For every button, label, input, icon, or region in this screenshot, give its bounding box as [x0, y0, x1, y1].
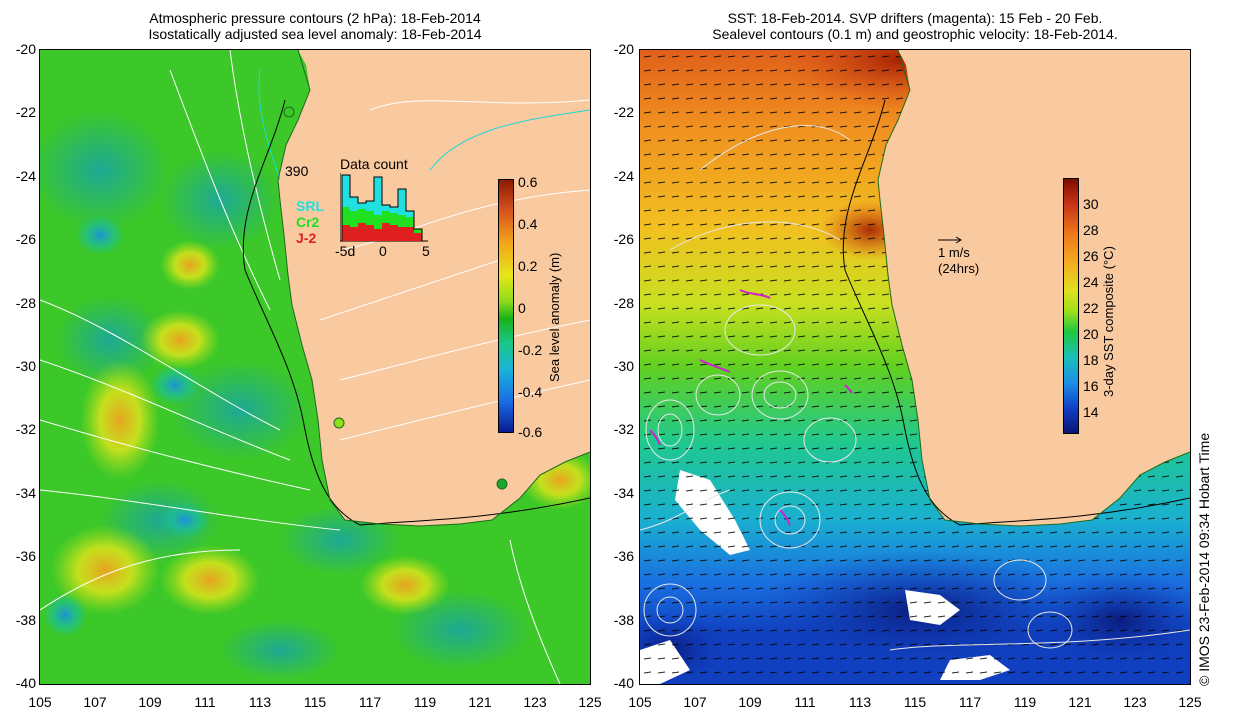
- right-x-tick: 119: [1013, 694, 1037, 710]
- right-y-tick: -38: [613, 612, 634, 628]
- right-cb-tick-14: 14: [1083, 404, 1099, 420]
- velocity-scale-label: 1 m/s: [938, 245, 970, 260]
- left-x-tick: 119: [413, 694, 437, 710]
- right-y-tick: -20: [613, 41, 634, 57]
- inset-max-label: 390: [285, 163, 309, 179]
- right-y-tick: -28: [613, 295, 634, 311]
- right-y-tick: -30: [613, 358, 634, 374]
- sst-colorbar: [1063, 178, 1079, 434]
- right-cb-tick-28: 28: [1083, 222, 1099, 238]
- left-y-tick: -32: [15, 421, 36, 437]
- inset-legend-srl: SRL: [296, 198, 324, 214]
- left-y-tick: -22: [15, 104, 36, 120]
- left-y-tick: -26: [15, 231, 36, 247]
- right-y-tick: -24: [613, 168, 634, 184]
- velocity-scale-sub: (24hrs): [938, 261, 980, 276]
- right-x-tick: 123: [1123, 694, 1147, 710]
- right-cb-tick-22: 22: [1083, 300, 1099, 316]
- right-title-line2: Sealevel contours (0.1 m) and geostrophi…: [712, 26, 1118, 42]
- right-y-tick: -32: [613, 421, 634, 437]
- left-cb-tick-0: 0.6: [518, 174, 538, 190]
- right-x-tick: 113: [848, 694, 872, 710]
- sst-map: 1 m/s (24hrs) 30 28 26 24 22 20 18 16 14: [640, 50, 1190, 684]
- right-x-tick: 105: [628, 694, 652, 710]
- inset-x-label-neg5: -5d: [335, 243, 356, 259]
- left-x-tick: 105: [28, 694, 52, 710]
- left-title-line1: Atmospheric pressure contours (2 hPa): 1…: [149, 10, 481, 26]
- left-cb-tick-1: 0.4: [518, 216, 538, 232]
- right-cb-tick-24: 24: [1083, 274, 1099, 290]
- right-x-tick: 109: [738, 694, 762, 710]
- right-y-tick: -34: [613, 485, 634, 501]
- left-panel-frame: [39, 49, 591, 685]
- sea-level-colorbar: [498, 179, 514, 433]
- left-y-tick: -20: [15, 41, 36, 57]
- right-y-tick: -36: [613, 548, 634, 564]
- right-panel-frame: [639, 49, 1191, 685]
- right-cb-tick-30: 30: [1083, 196, 1099, 212]
- left-y-tick: -24: [15, 168, 36, 184]
- right-cb-tick-26: 26: [1083, 248, 1099, 264]
- inset-x-label-0: 0: [379, 243, 387, 259]
- inset-legend-cr2: Cr2: [296, 214, 320, 230]
- left-y-tick: -36: [15, 548, 36, 564]
- left-cb-tick-4: -0.2: [518, 342, 543, 358]
- right-cb-tick-16: 16: [1083, 378, 1099, 394]
- left-x-tick: 123: [523, 694, 547, 710]
- left-x-tick: 107: [83, 694, 107, 710]
- right-x-tick: 111: [794, 694, 816, 710]
- left-x-tick: 125: [578, 694, 602, 710]
- data-count-histogram: [340, 173, 428, 242]
- sea-level-anomaly-map: 390 Data count -5d 0 5 SRL Cr2 J-2: [40, 50, 590, 684]
- imos-credit: © IMOS 23-Feb-2014 09:34 Hobart Time: [1196, 432, 1212, 686]
- left-cb-tick-3: 0: [518, 300, 526, 316]
- inset-legend-j2: J-2: [296, 230, 317, 246]
- left-cb-tick-6: -0.6: [518, 424, 543, 440]
- right-title-line1: SST: 18-Feb-2014. SVP drifters (magenta)…: [727, 10, 1103, 26]
- left-y-tick: -28: [15, 295, 36, 311]
- right-y-tick: -40: [613, 675, 634, 691]
- left-title-line2: Isostatically adjusted sea level anomaly…: [148, 26, 482, 42]
- right-y-tick: -22: [613, 104, 634, 120]
- inset-x-label-5: 5: [422, 243, 430, 259]
- right-x-tick: 121: [1068, 694, 1092, 710]
- right-x-tick: 107: [683, 694, 707, 710]
- left-y-tick: -30: [15, 358, 36, 374]
- right-y-tick: -26: [613, 231, 634, 247]
- right-x-tick: 115: [903, 694, 927, 710]
- right-x-tick: 117: [958, 694, 982, 710]
- left-x-tick: 121: [468, 694, 492, 710]
- left-x-tick: 113: [248, 694, 272, 710]
- inset-title: Data count: [340, 156, 408, 172]
- left-cb-tick-5: -0.4: [518, 384, 543, 400]
- right-cb-tick-18: 18: [1083, 352, 1099, 368]
- left-x-tick: 109: [138, 694, 162, 710]
- left-y-tick: -38: [15, 612, 36, 628]
- left-cb-tick-2: 0.2: [518, 258, 538, 274]
- left-x-tick: 111: [194, 694, 216, 710]
- left-y-tick: -40: [15, 675, 36, 691]
- left-x-tick: 117: [358, 694, 382, 710]
- left-x-tick: 115: [303, 694, 327, 710]
- right-x-tick: 125: [1178, 694, 1202, 710]
- right-cb-tick-20: 20: [1083, 326, 1099, 342]
- left-y-tick: -34: [15, 485, 36, 501]
